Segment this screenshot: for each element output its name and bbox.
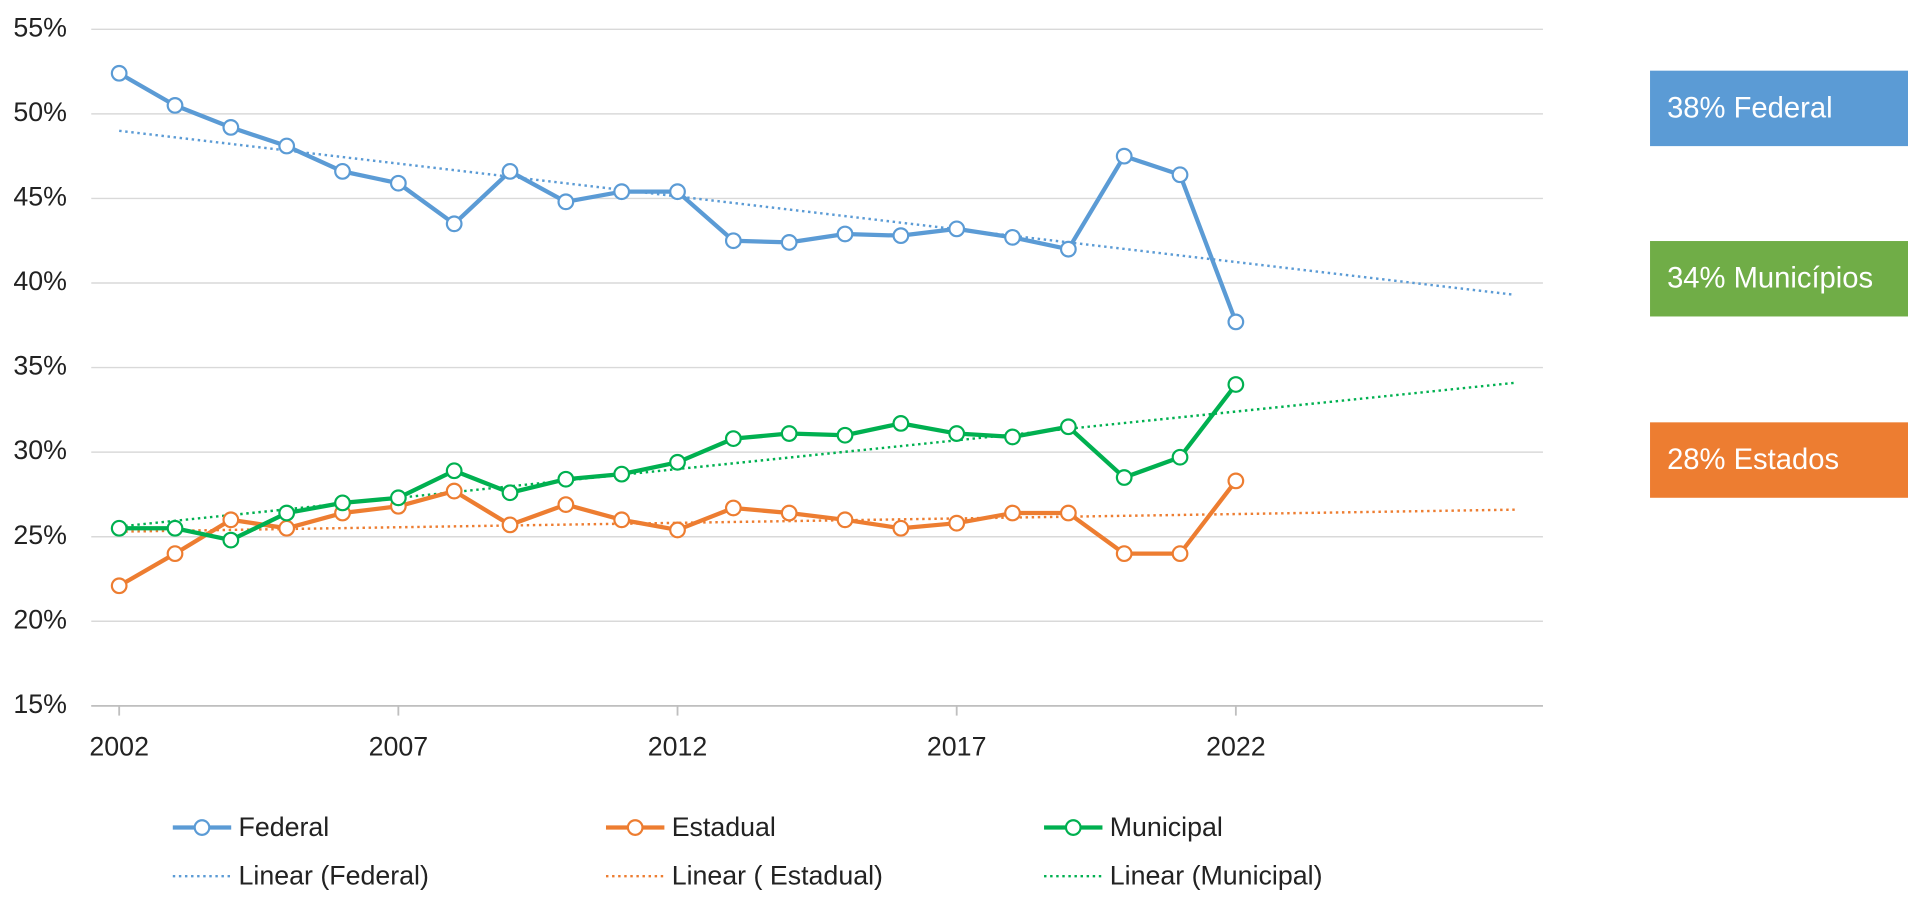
x-tick-label: 2007	[369, 732, 429, 762]
data-point	[1227, 376, 1245, 393]
legend-label: Municipal	[1110, 812, 1223, 842]
y-tick-label: 35%	[13, 351, 67, 381]
data-point	[780, 504, 798, 522]
data-point	[557, 496, 575, 513]
trend-line	[119, 381, 1516, 528]
data-point	[222, 511, 240, 529]
data-point	[445, 462, 463, 480]
data-point	[334, 494, 351, 512]
data-point	[110, 64, 128, 82]
data-point	[724, 430, 742, 448]
data-point	[166, 519, 184, 537]
data-point	[836, 225, 854, 243]
data-point	[166, 97, 184, 114]
legend-label: Linear (Federal)	[239, 861, 429, 891]
x-tick-label: 2012	[648, 732, 708, 762]
data-point	[166, 545, 184, 563]
trend-line	[119, 129, 1516, 297]
legend-label: Estadual	[672, 812, 776, 842]
data-point	[1004, 428, 1021, 446]
data-point	[724, 232, 742, 250]
data-point	[501, 484, 519, 502]
data-point	[1171, 545, 1189, 563]
legend-label: Federal	[239, 812, 330, 842]
data-point	[501, 516, 519, 534]
data-point	[1059, 418, 1077, 436]
data-point	[669, 453, 686, 471]
data-point	[836, 426, 854, 444]
data-point	[557, 470, 575, 488]
data-point	[1227, 313, 1245, 331]
data-point	[389, 174, 407, 192]
y-tick-label: 30%	[13, 435, 67, 465]
data-point	[1115, 147, 1133, 165]
data-point	[669, 521, 686, 539]
annotation-box	[1650, 422, 1908, 498]
data-point	[501, 162, 519, 180]
legend-label: Linear (Municipal)	[1110, 861, 1323, 891]
y-tick-label: 50%	[13, 97, 67, 127]
annotation-text: 38% Federal	[1667, 92, 1833, 124]
annotation-box	[1650, 241, 1908, 317]
data-point	[836, 511, 854, 529]
annotation-box	[1650, 70, 1908, 147]
data-point	[110, 519, 128, 537]
data-point	[780, 234, 798, 251]
x-tick-label: 2002	[89, 732, 149, 762]
data-point	[613, 183, 631, 201]
annotation-text: 28% Estados	[1667, 444, 1839, 476]
data-point	[892, 519, 910, 537]
data-point	[724, 499, 742, 517]
data-point	[1059, 240, 1077, 258]
legend-marker	[1064, 819, 1082, 836]
data-point	[222, 119, 240, 136]
y-tick-label: 20%	[13, 604, 67, 634]
data-point	[1115, 469, 1133, 486]
data-point	[278, 519, 296, 537]
data-point	[948, 425, 966, 442]
data-point	[389, 489, 407, 507]
data-point	[557, 193, 575, 211]
data-point	[613, 511, 631, 529]
legend-marker	[193, 819, 211, 836]
data-point	[892, 415, 910, 432]
data-point	[1115, 545, 1133, 563]
annotation-text: 34% Municípios	[1667, 263, 1873, 295]
data-point	[1059, 504, 1077, 522]
y-tick-label: 45%	[13, 182, 67, 212]
y-tick-label: 55%	[13, 12, 67, 42]
legend-label: Linear ( Estadual)	[672, 861, 883, 891]
data-point	[1171, 166, 1189, 184]
data-point	[1171, 448, 1189, 466]
data-point	[445, 482, 463, 500]
data-point	[278, 504, 296, 522]
data-point	[892, 227, 910, 245]
data-point	[1227, 472, 1245, 490]
x-tick-label: 2017	[927, 732, 987, 762]
data-point	[222, 531, 240, 549]
data-point	[334, 162, 351, 180]
trend-line	[119, 508, 1516, 533]
y-tick-label: 40%	[13, 266, 67, 296]
data-point	[948, 514, 966, 532]
data-point	[948, 220, 966, 238]
data-point	[445, 215, 463, 233]
y-tick-label: 15%	[13, 689, 67, 719]
data-point	[780, 425, 798, 442]
data-point	[1004, 228, 1021, 246]
y-tick-label: 25%	[13, 520, 67, 550]
data-point	[1004, 504, 1021, 522]
data-point	[669, 183, 686, 201]
data-point	[613, 465, 631, 483]
x-tick-label: 2022	[1206, 732, 1266, 762]
legend-marker	[626, 819, 644, 836]
data-point	[110, 577, 128, 595]
data-point	[278, 137, 296, 155]
